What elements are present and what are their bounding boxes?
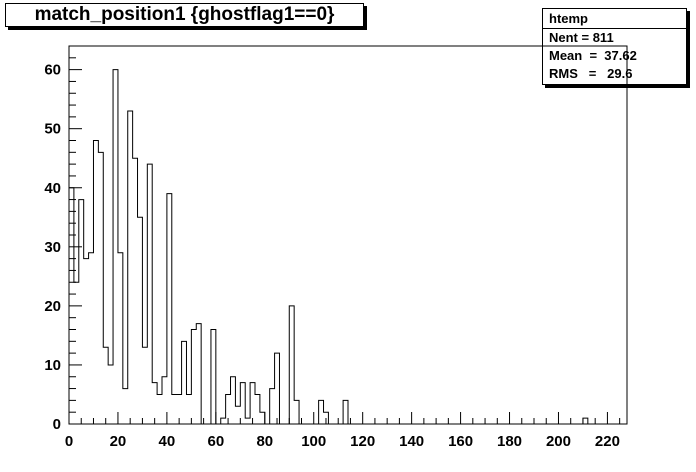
- y-tick-label: 60: [44, 62, 61, 79]
- x-tick-label: 40: [159, 433, 176, 450]
- y-tick-label: 30: [44, 239, 61, 256]
- x-tick-label: 100: [301, 433, 326, 450]
- y-tick-label: 0: [53, 416, 61, 433]
- y-tick-label: 20: [44, 298, 61, 315]
- chart-title: match_position1 {ghostflag1==0}: [5, 3, 364, 27]
- stats-box: htemp Nent = 811 Mean = 37.62 RMS = 29.6: [542, 8, 687, 85]
- x-tick-label: 220: [595, 433, 620, 450]
- stats-name: htemp: [543, 9, 686, 29]
- stats-entries: Nent = 811: [549, 30, 614, 45]
- y-tick-label: 40: [44, 180, 61, 197]
- histogram-outline: [68, 69, 627, 425]
- y-tick-label: 10: [44, 357, 61, 374]
- x-tick-label: 200: [546, 433, 571, 450]
- x-tick-label: 60: [207, 433, 224, 450]
- stats-rms: RMS = 29.6: [549, 66, 633, 81]
- x-tick-label: 160: [448, 433, 473, 450]
- x-tick-label: 80: [256, 433, 273, 450]
- x-tick-label: 20: [110, 433, 127, 450]
- y-tick-label: 50: [44, 121, 61, 138]
- x-tick-label: 120: [350, 433, 375, 450]
- x-tick-label: 0: [65, 433, 73, 450]
- x-tick-label: 140: [399, 433, 424, 450]
- x-tick-label: 180: [497, 433, 522, 450]
- stats-mean: Mean = 37.62: [549, 48, 637, 63]
